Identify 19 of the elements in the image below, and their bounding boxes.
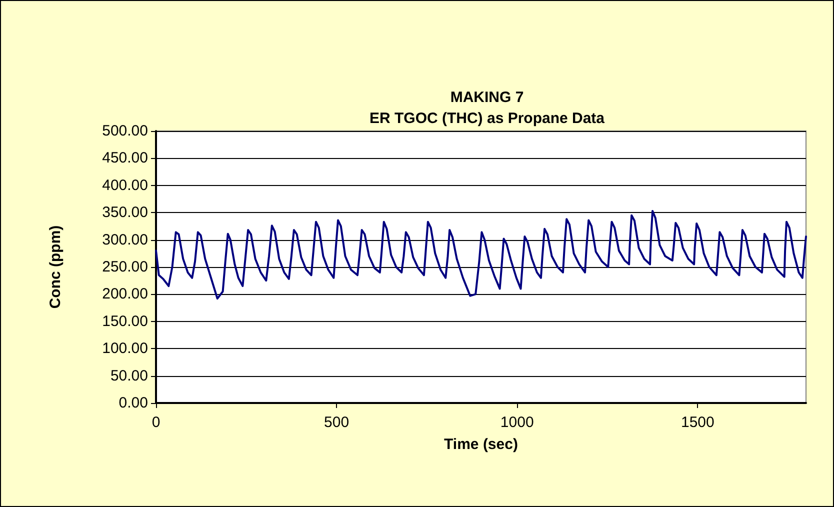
x-axis-title: Time (sec) [444,436,518,453]
y-tick-label: 250.00 [102,258,148,276]
y-tick-label: 400.00 [102,176,148,194]
y-tick-label: 50.00 [110,367,148,384]
y-tick-label: 300.00 [102,231,148,248]
y-tick-label: 150.00 [102,312,148,330]
x-tick-label: 0 [152,414,160,431]
x-tick-label: 1500 [680,414,714,431]
chart-title: MAKING 7 [450,89,524,106]
y-axis-title: Conc (ppm) [47,225,64,309]
y-tick-label: 100.00 [102,340,148,358]
y-tick-label: 500.00 [102,122,148,140]
x-tick-label: 1000 [500,414,534,431]
y-tick-label: 350.00 [102,204,148,222]
y-tick-label: 450.00 [102,150,148,167]
chart-subtitle: ER TGOC (THC) as Propane Data [369,110,606,127]
y-tick-label: 0.00 [118,394,148,412]
y-tick-label: 200.00 [102,286,148,303]
x-tick-label: 500 [324,414,350,431]
